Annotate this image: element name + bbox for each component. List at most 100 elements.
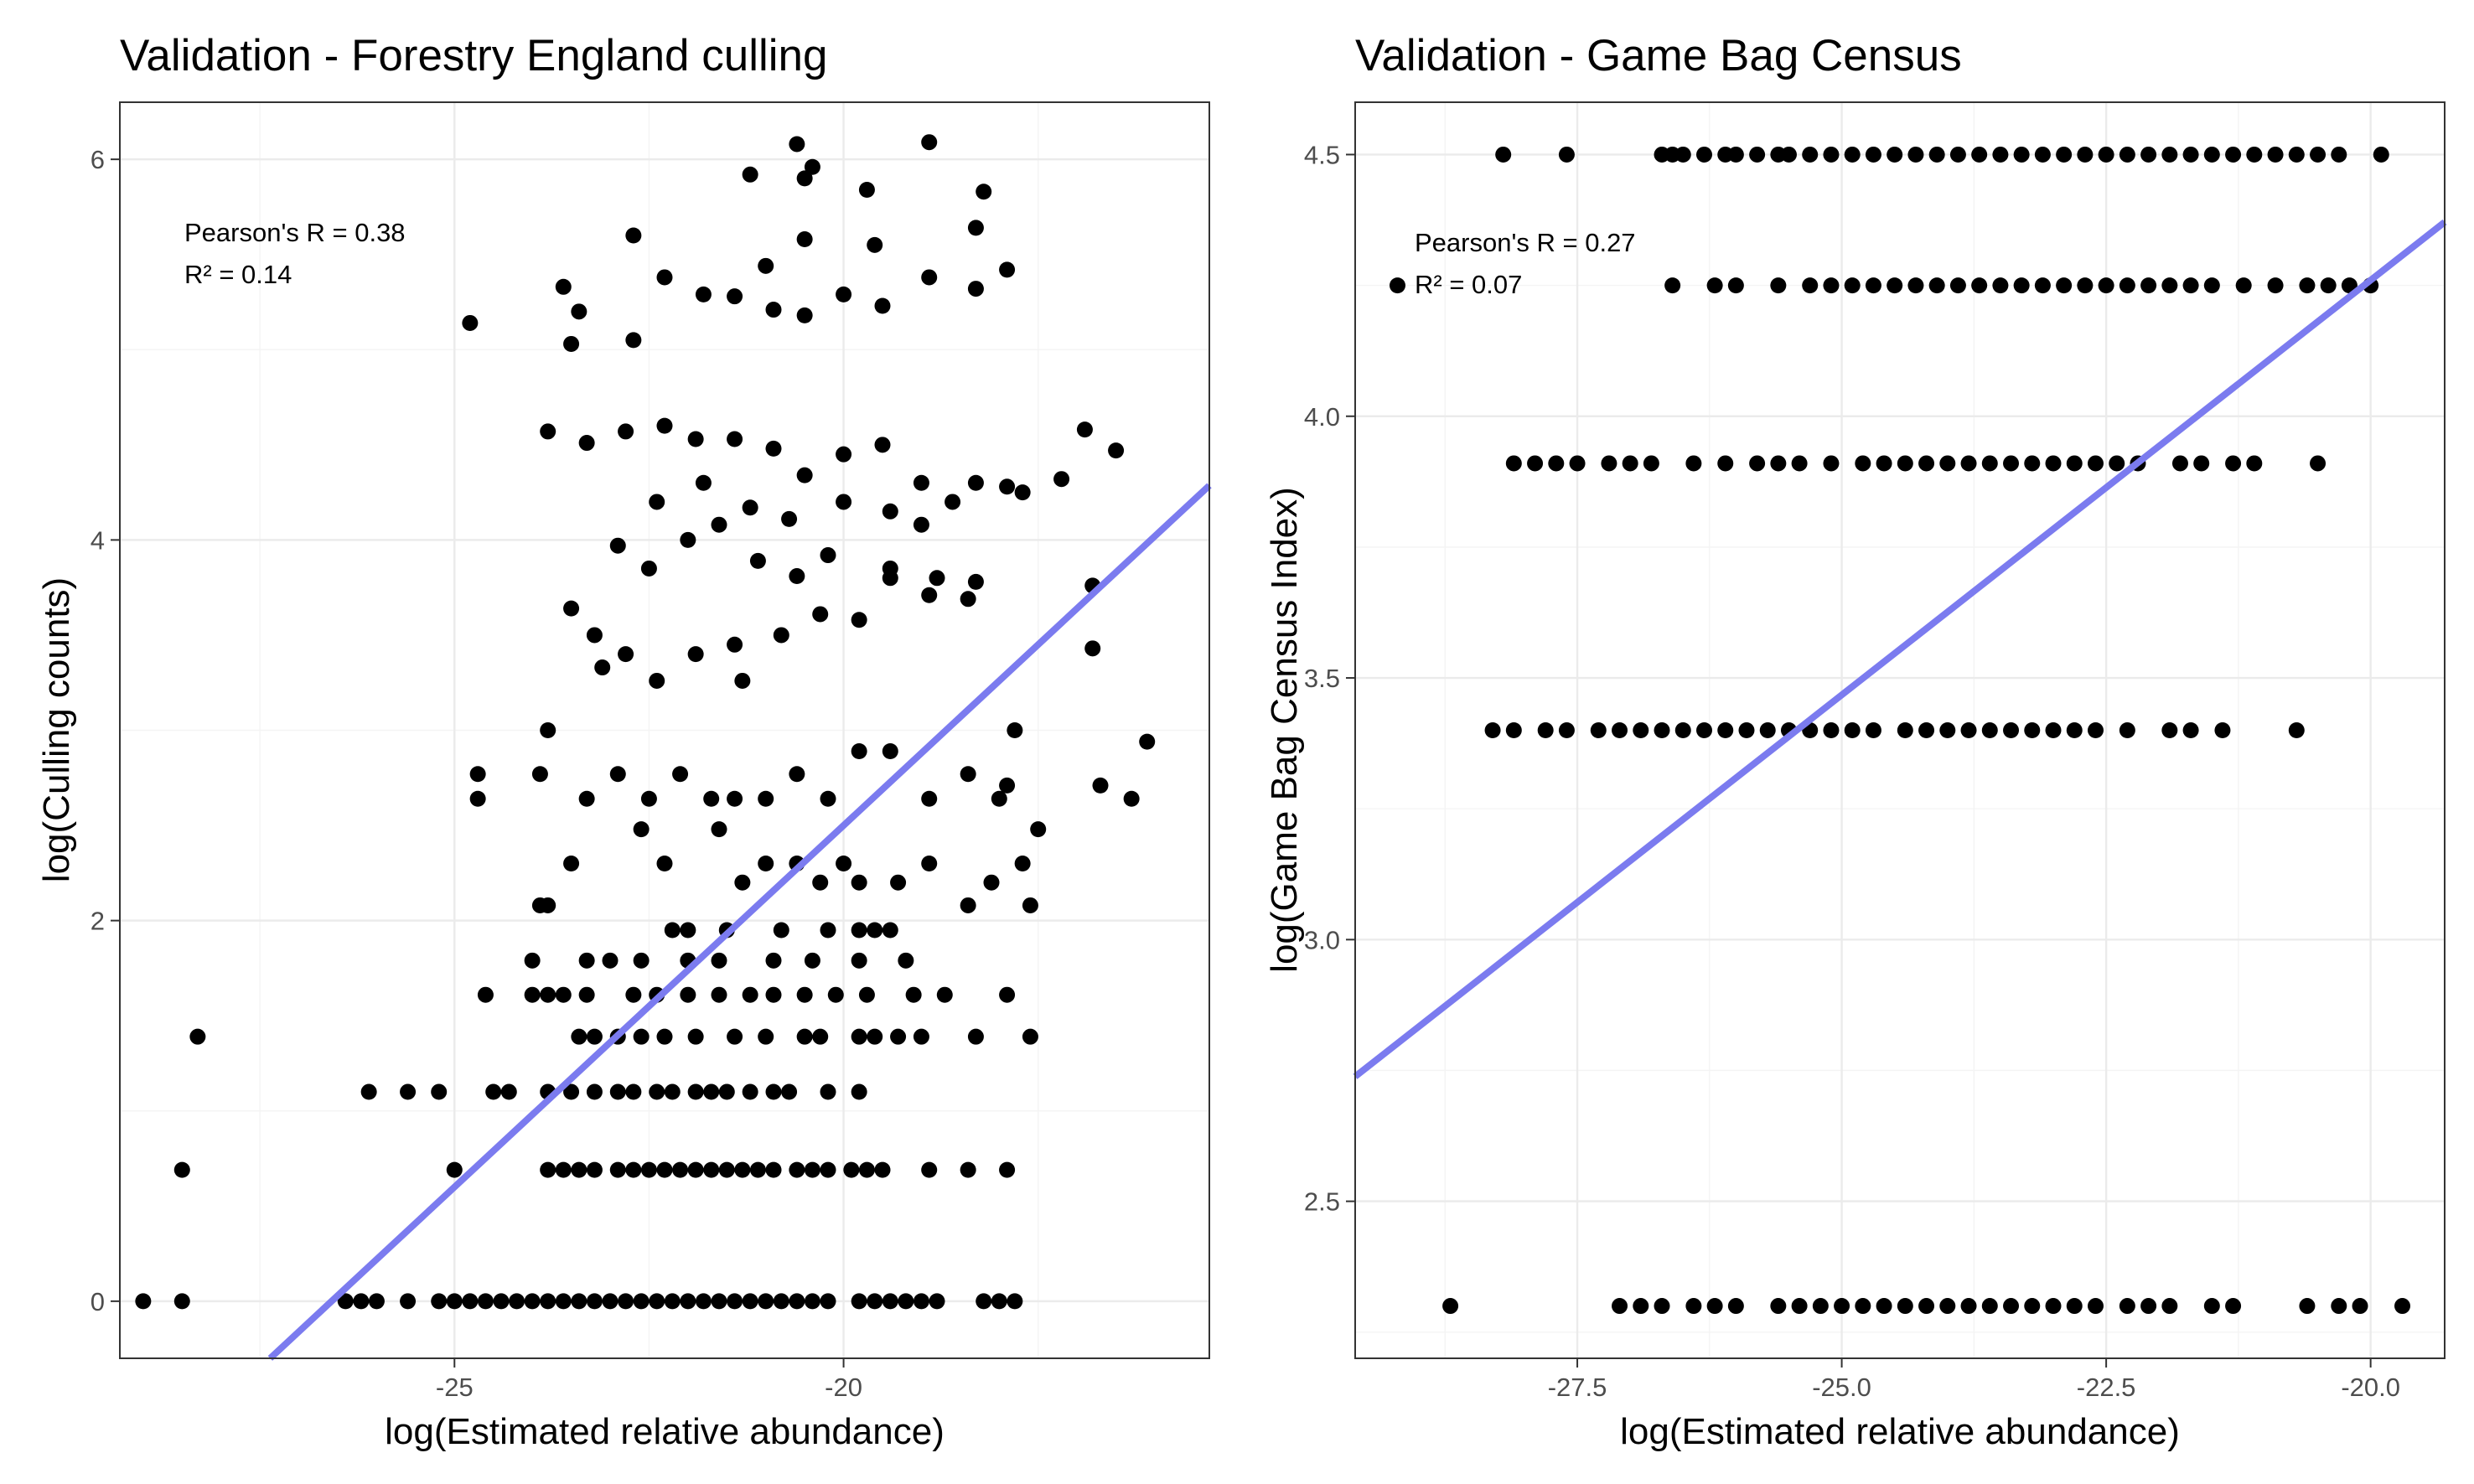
- game-bag-chart-point: [1791, 455, 1808, 472]
- culling-chart-point: [905, 986, 922, 1003]
- game-bag-chart-point: [2373, 146, 2389, 163]
- culling-chart-point: [851, 1028, 867, 1045]
- culling-chart-title: Validation - Forestry England culling: [120, 31, 828, 80]
- culling-chart-point: [337, 1293, 354, 1310]
- game-bag-chart-trend: [1353, 219, 2447, 1079]
- culling-chart-point: [540, 986, 556, 1003]
- culling-chart-point: [820, 1161, 836, 1178]
- culling-chart-point: [594, 659, 611, 676]
- game-bag-chart-point: [2203, 146, 2220, 163]
- culling-chart-r2-annotation: R² = 0.14: [184, 260, 292, 289]
- game-bag-chart-point: [1992, 146, 2009, 163]
- game-bag-chart-point: [2024, 455, 2041, 472]
- game-bag-chart-point: [1727, 146, 1744, 163]
- culling-chart-point: [431, 1293, 448, 1310]
- game-bag-chart-point: [1939, 1298, 1956, 1315]
- culling-chart-point: [618, 423, 634, 440]
- culling-chart-point: [874, 297, 891, 314]
- culling-chart-point: [540, 722, 556, 738]
- game-bag-chart-point: [1960, 722, 1977, 738]
- culling-chart-point: [960, 766, 976, 783]
- culling-chart-point: [804, 1161, 820, 1178]
- culling-chart-point: [1076, 421, 1093, 438]
- culling-chart-point: [695, 1293, 712, 1310]
- culling-chart-point: [727, 636, 743, 653]
- game-bag-chart-r2-annotation: R² = 0.07: [1415, 270, 1522, 299]
- culling-chart-point: [991, 790, 1007, 807]
- culling-chart-point: [353, 1293, 370, 1310]
- culling-chart-point: [820, 1083, 836, 1100]
- culling-chart-point: [718, 1161, 735, 1178]
- game-bag-chart-point: [2034, 146, 2051, 163]
- culling-chart-point: [843, 1161, 860, 1178]
- game-bag-chart-point: [2310, 455, 2326, 472]
- game-bag-chart-point: [1844, 146, 1861, 163]
- culling-chart-point: [625, 1083, 642, 1100]
- culling-chart-point: [804, 952, 820, 969]
- culling-chart-point: [602, 952, 618, 969]
- game-bag-chart-x-tick-label: -22.5: [2077, 1373, 2136, 1402]
- culling-chart-point: [563, 1083, 580, 1100]
- game-bag-chart-point: [1949, 277, 1966, 294]
- culling-chart-point: [711, 986, 727, 1003]
- game-bag-chart-point: [2161, 146, 2178, 163]
- culling-chart-point: [609, 1161, 626, 1178]
- game-bag-chart-y-tick-label: 3.0: [1304, 925, 1340, 954]
- culling-chart-point: [571, 1161, 587, 1178]
- culling-chart-point: [913, 1028, 929, 1045]
- culling-chart-point: [1014, 855, 1031, 871]
- culling-chart-x-tick-label: -25: [436, 1373, 474, 1402]
- culling-chart-point: [867, 236, 883, 253]
- culling-chart-point: [867, 1028, 883, 1045]
- culling-chart-point: [812, 1028, 829, 1045]
- culling-chart-point: [446, 1161, 463, 1178]
- culling-chart-point: [913, 1293, 929, 1310]
- game-bag-chart-point: [1918, 722, 1935, 738]
- game-bag-chart-point: [1674, 722, 1691, 738]
- game-bag-chart-point: [2098, 146, 2114, 163]
- game-bag-chart-y-tick-label: 2.5: [1304, 1187, 1340, 1217]
- game-bag-chart-point: [1823, 277, 1840, 294]
- culling-chart-point: [1108, 442, 1125, 459]
- game-bag-chart-point: [2214, 722, 2231, 738]
- culling-chart-point: [485, 1083, 502, 1100]
- culling-chart-point: [189, 1028, 206, 1045]
- culling-chart-point: [687, 1161, 704, 1178]
- culling-chart-point: [851, 952, 867, 969]
- culling-chart-point: [1007, 1293, 1023, 1310]
- game-bag-chart-point: [1601, 455, 1617, 472]
- culling-chart-point: [135, 1293, 152, 1310]
- game-bag-chart-point: [2310, 146, 2326, 163]
- culling-chart-point: [913, 474, 929, 491]
- culling-chart-point: [656, 1161, 673, 1178]
- culling-chart-point: [796, 231, 813, 248]
- game-bag-chart-point: [1664, 277, 1681, 294]
- game-bag-chart-point: [1876, 1298, 1892, 1315]
- game-bag-chart-point: [2140, 277, 2157, 294]
- game-bag-chart-point: [2077, 146, 2094, 163]
- culling-chart-point: [765, 986, 782, 1003]
- game-bag-chart-point: [2003, 722, 2020, 738]
- culling-chart-point: [578, 435, 595, 452]
- game-bag-chart-point: [1823, 455, 1840, 472]
- culling-chart-y-tick-label: 4: [91, 525, 105, 555]
- culling-chart-y-tick-label: 2: [91, 907, 105, 936]
- culling-chart-point: [664, 1083, 681, 1100]
- culling-chart-point: [586, 1028, 603, 1045]
- culling-chart-point: [703, 1083, 720, 1100]
- culling-chart-point: [687, 431, 704, 447]
- game-bag-chart-y-tick-label: 3.5: [1304, 664, 1340, 693]
- game-bag-chart-point: [2045, 722, 2062, 738]
- culling-chart-point: [913, 516, 929, 533]
- game-bag-chart-point: [1495, 146, 1512, 163]
- game-bag-chart-point: [2299, 277, 2316, 294]
- culling-chart-point: [820, 1293, 836, 1310]
- culling-chart-point: [695, 474, 712, 491]
- culling-chart-point: [921, 134, 938, 151]
- game-bag-chart-point: [2235, 277, 2252, 294]
- game-bag-chart-y-tick-label: 4.5: [1304, 140, 1340, 169]
- game-bag-chart-point: [1590, 722, 1607, 738]
- game-bag-chart-point: [1685, 455, 1702, 472]
- game-bag-chart-point: [2161, 277, 2178, 294]
- game-bag-chart-point: [1865, 277, 1881, 294]
